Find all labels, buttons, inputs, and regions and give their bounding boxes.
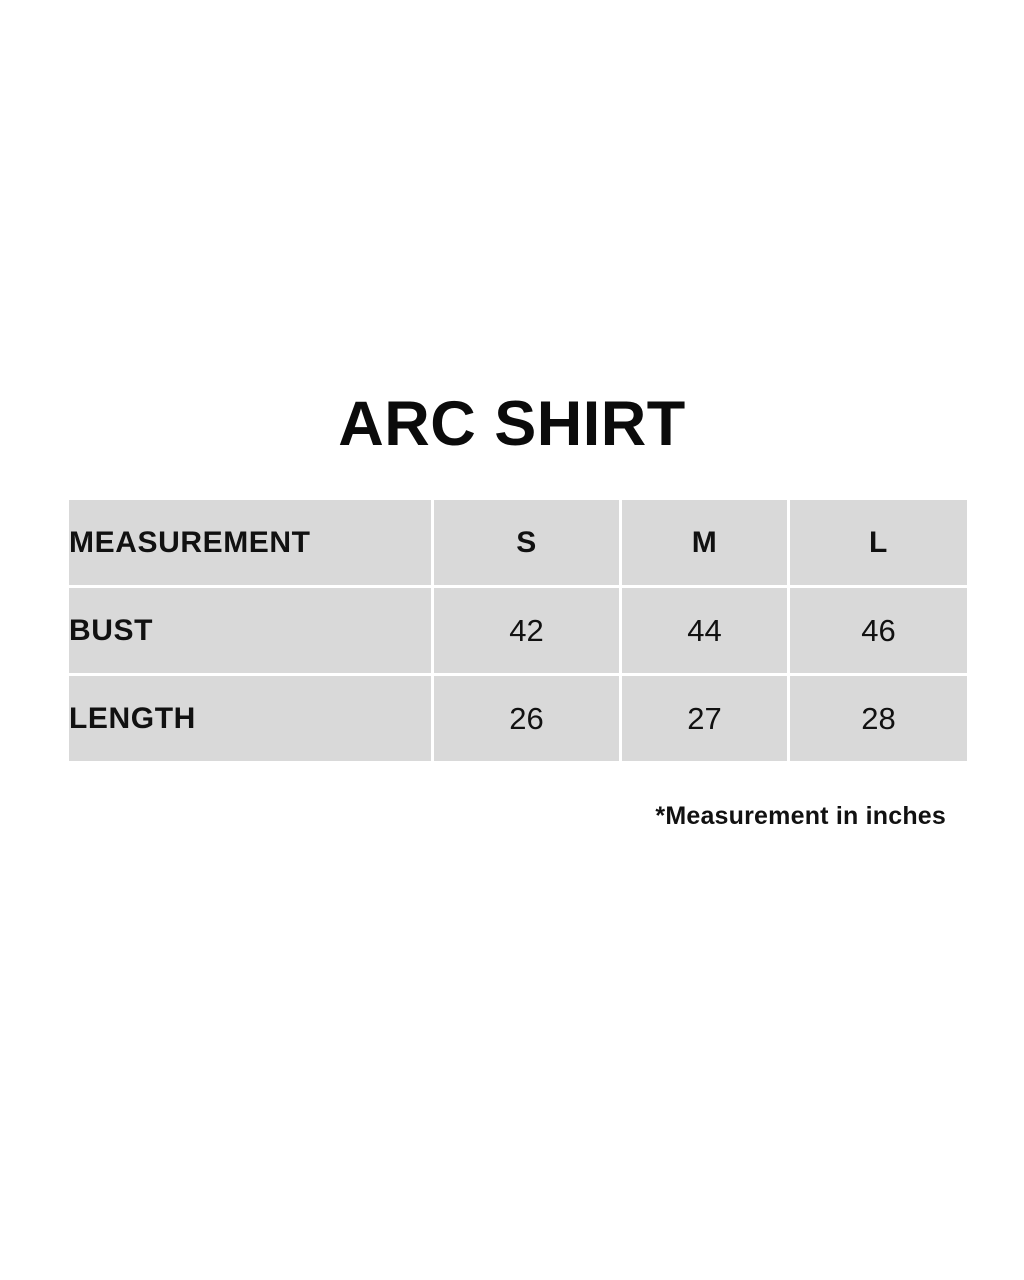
column-header-size-l: L <box>790 500 967 585</box>
cell-bust-l: 46 <box>790 588 967 673</box>
cell-length-s: 26 <box>434 676 619 761</box>
row-label-length: LENGTH <box>69 676 431 761</box>
page-title: ARC SHIRT <box>338 389 686 459</box>
cell-length-l: 28 <box>790 676 967 761</box>
size-chart-table: MEASUREMENT S M L BUST 42 44 46 LENGTH 2… <box>66 497 970 764</box>
column-header-size-m: M <box>622 500 787 585</box>
measurement-unit-note: *Measurement in inches <box>655 802 946 830</box>
row-label-bust: BUST <box>69 588 431 673</box>
cell-bust-s: 42 <box>434 588 619 673</box>
table-row: LENGTH 26 27 28 <box>69 676 967 761</box>
column-header-size-s: S <box>434 500 619 585</box>
table-row: BUST 42 44 46 <box>69 588 967 673</box>
cell-bust-m: 44 <box>622 588 787 673</box>
table-header-row: MEASUREMENT S M L <box>69 500 967 585</box>
column-header-measurement: MEASUREMENT <box>69 500 431 585</box>
cell-length-m: 27 <box>622 676 787 761</box>
